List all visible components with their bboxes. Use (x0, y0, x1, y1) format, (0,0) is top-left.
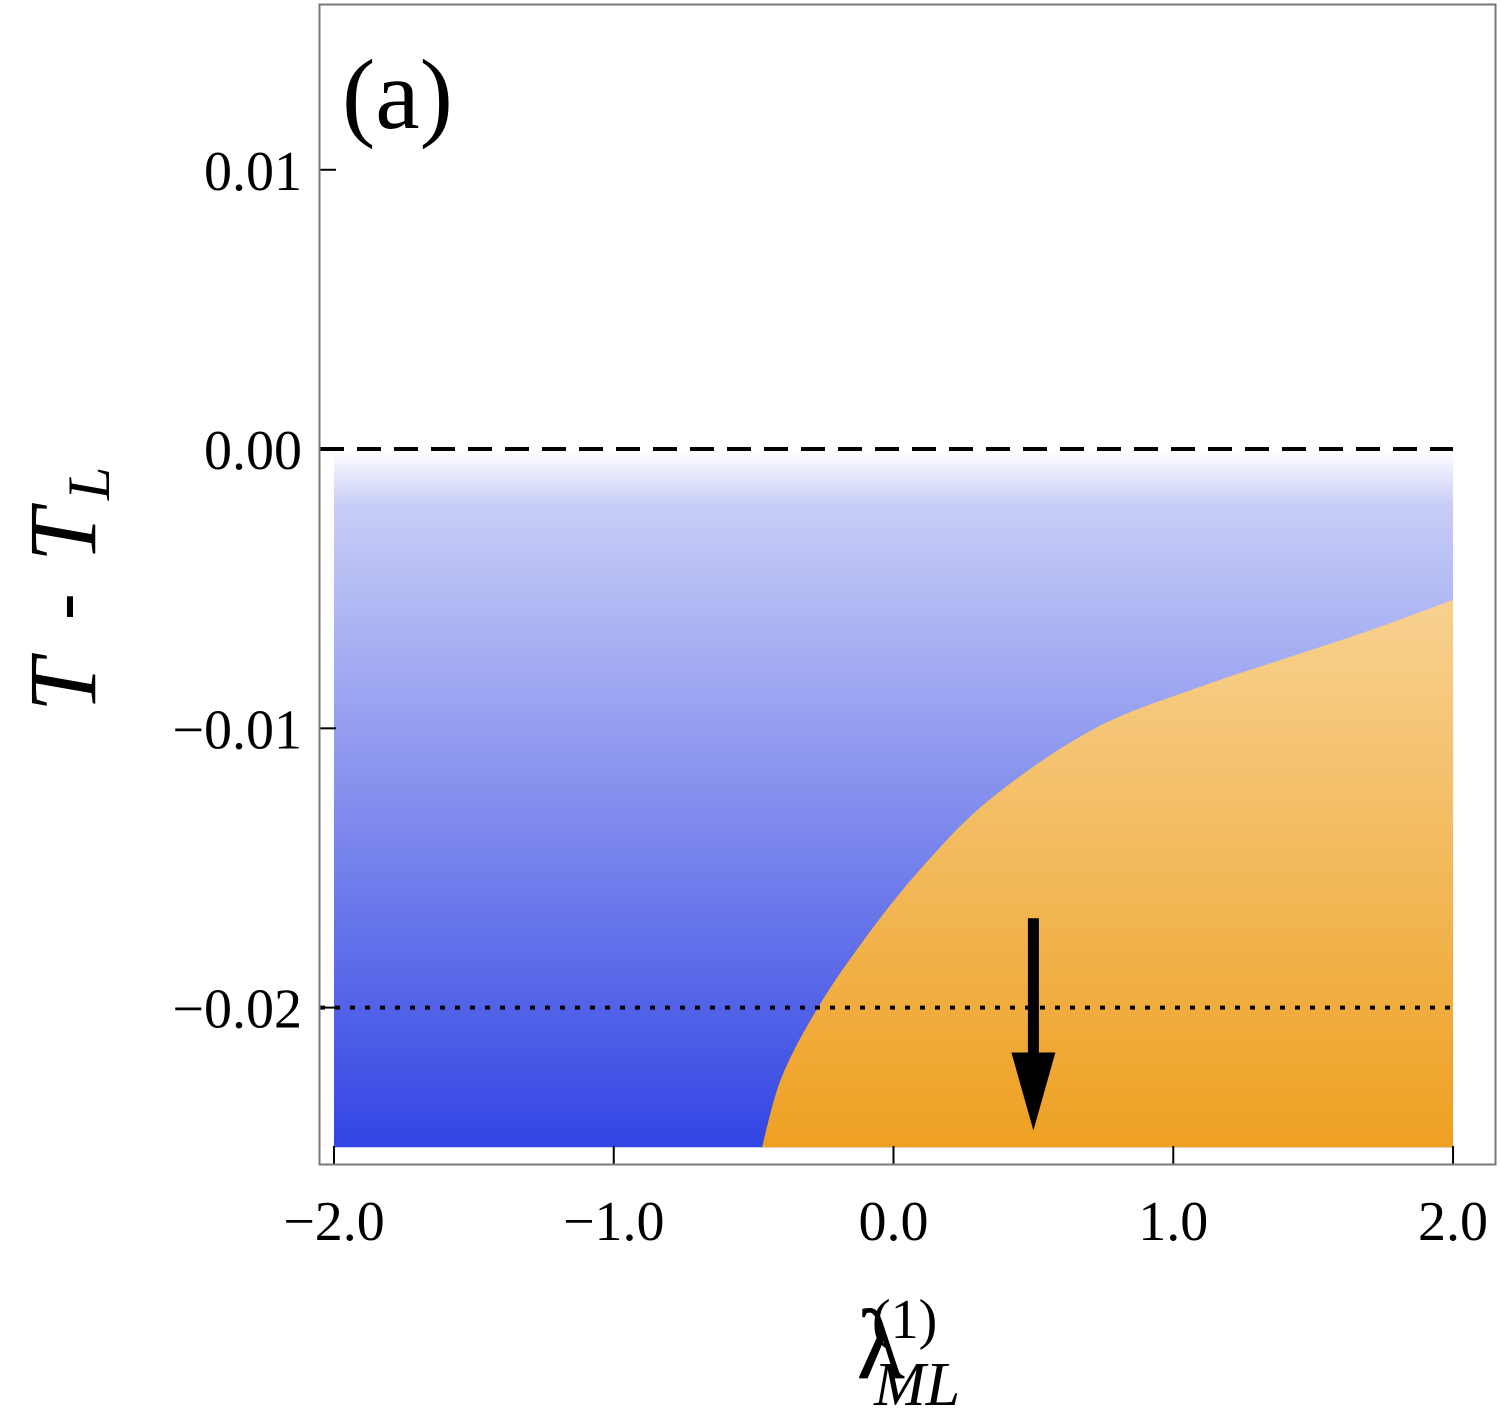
y-axis-label-second: T (9, 502, 116, 562)
x-tick-label: −1.0 (563, 1191, 665, 1253)
x-axis-label: λ (857, 1289, 906, 1400)
plot-frame (318, 3, 1497, 1166)
y-axis-ticks: 0.01 0.00 −0.01 −0.02 (172, 141, 336, 1041)
y-tick-label: 0.01 (204, 141, 302, 203)
x-tick-label: 1.0 (1138, 1191, 1208, 1253)
x-axis-label-subscript: ML (873, 1351, 960, 1416)
y-axis-label-subscript: L (56, 467, 122, 501)
arrow-head (1011, 1052, 1056, 1131)
y-tick-label: −0.02 (172, 979, 302, 1041)
orange-region (762, 599, 1454, 1148)
x-axis-label-superscript: (1) (872, 1289, 937, 1351)
y-tick-label: −0.01 (172, 699, 302, 761)
y-axis-label-main: T (9, 652, 116, 712)
panel-label: (a) (342, 39, 453, 150)
x-tick-label: −2.0 (283, 1191, 385, 1253)
x-tick-label: 0.0 (859, 1191, 929, 1253)
y-axis-label: T - T L (9, 467, 122, 712)
y-tick-label: 0.00 (204, 420, 302, 482)
y-axis-label-operator: - (19, 593, 107, 620)
x-axis-ticks: −2.0 −1.0 0.0 1.0 2.0 (283, 1146, 1488, 1253)
x-tick-label: 2.0 (1418, 1191, 1488, 1253)
reference-lines (320, 447, 1454, 1010)
arrow-marker (1011, 918, 1056, 1131)
